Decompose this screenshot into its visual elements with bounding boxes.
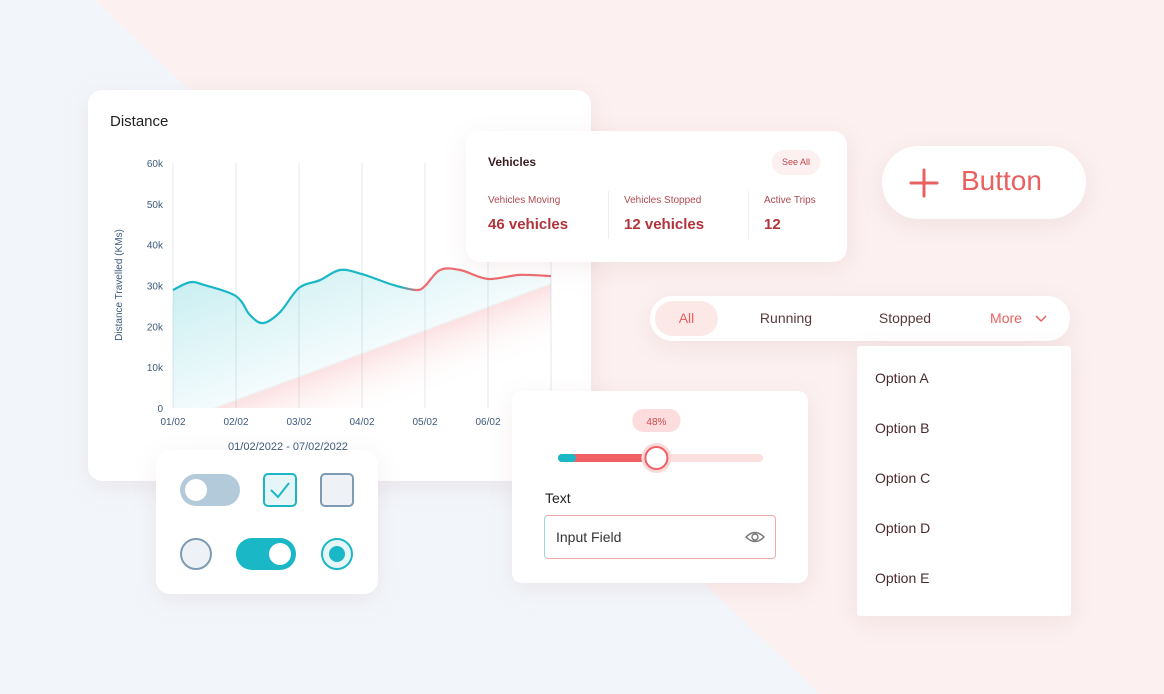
- stat-value: 12 vehicles: [624, 216, 705, 233]
- x-tick-label: 02/02: [223, 417, 248, 428]
- radio-empty[interactable]: [180, 538, 212, 570]
- vehicles-title: Vehicles: [488, 155, 537, 169]
- y-tick-label: 10k: [147, 363, 164, 374]
- dropdown-option[interactable]: Option B: [875, 420, 930, 436]
- x-tick-label: 06/02: [475, 417, 500, 428]
- stat-value: 46 vehicles: [488, 216, 569, 233]
- dropdown-option[interactable]: Option A: [875, 370, 929, 386]
- y-axis-label: Distance Travelled (KMs): [114, 229, 125, 341]
- y-tick-label: 20k: [147, 322, 164, 333]
- stat-label: Vehicles Moving: [488, 195, 561, 206]
- input-placeholder: Input Field: [556, 529, 622, 545]
- checkbox-unchecked[interactable]: [320, 473, 354, 507]
- y-tick-label: 0: [157, 404, 163, 415]
- line: [172, 267, 552, 325]
- tab[interactable]: More: [990, 310, 1022, 326]
- slider-knob: [644, 446, 669, 470]
- area: [173, 268, 551, 408]
- slider[interactable]: 48%: [512, 391, 808, 481]
- controls: [180, 473, 354, 570]
- input-label: Text: [545, 490, 571, 506]
- form-card: 48% Text Input Field: [512, 391, 808, 583]
- tab[interactable]: All: [655, 301, 718, 336]
- plus-icon: [909, 168, 939, 198]
- eye-icon[interactable]: [744, 528, 766, 546]
- x-tick-label: 03/02: [286, 417, 311, 428]
- vehicles-card: Vehicles See All Vehicles Moving 46 vehic…: [466, 131, 847, 262]
- divider: [608, 191, 609, 239]
- chart-card: Distance Distance Travelled (KMs) 01/02/…: [88, 90, 591, 481]
- button[interactable]: Button: [882, 146, 1086, 219]
- y-tick-label: 50k: [147, 200, 164, 211]
- dropdown-option[interactable]: Option E: [875, 570, 930, 586]
- y-tick-label: 30k: [147, 282, 164, 293]
- divider: [748, 191, 749, 239]
- stat-value: 12: [764, 216, 781, 233]
- slider-fill-start: [558, 454, 576, 462]
- dropdown-option[interactable]: Option D: [875, 520, 931, 536]
- tab[interactable]: Running: [759, 310, 813, 326]
- input-field[interactable]: Input Field: [544, 515, 776, 559]
- stat-label: Vehicles Stopped: [624, 195, 702, 206]
- tabs: All Running Stopped More: [650, 296, 1070, 341]
- slider-badge: [632, 409, 681, 432]
- controls-card: [156, 450, 378, 594]
- button-label: Button: [961, 165, 1042, 196]
- y-tick-label: 60k: [147, 159, 164, 170]
- see-all-link[interactable]: See All: [772, 150, 820, 175]
- chart: Distance Distance Travelled (KMs) 01/02/…: [110, 113, 552, 453]
- checkbox-checked[interactable]: [263, 473, 297, 507]
- x-tick-label: 01/02: [160, 417, 185, 428]
- chart-title: Distance: [110, 113, 168, 130]
- chevron: [1035, 315, 1047, 323]
- x-tick-label: 04/02: [349, 417, 374, 428]
- slider-fill: [558, 454, 657, 462]
- x-tick-label: 05/02: [412, 417, 437, 428]
- slider-badge-label: 48%: [646, 417, 666, 428]
- tab[interactable]: Stopped: [878, 310, 932, 326]
- dropdown-option[interactable]: Option C: [875, 470, 931, 486]
- stat-label: Active Trips: [764, 195, 816, 206]
- dropdown: Option A Option B Option C Option D Option E: [857, 346, 1071, 616]
- y-tick-label: 40k: [147, 241, 164, 252]
